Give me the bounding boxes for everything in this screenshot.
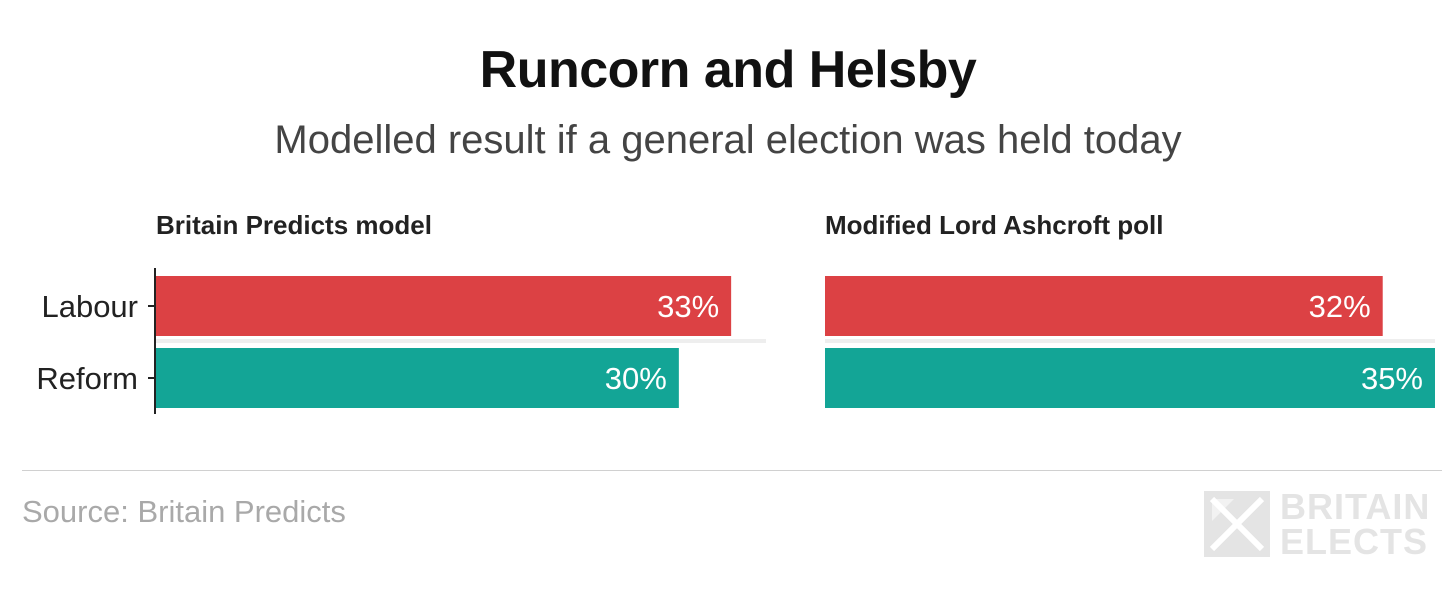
logo-line-2: ELECTS — [1280, 521, 1429, 562]
footer-divider — [22, 470, 1442, 471]
data-label: 30% — [605, 361, 667, 396]
chart-subtitle: Modelled result if a general election wa… — [274, 118, 1182, 162]
category-label: Reform — [36, 361, 138, 396]
source-note: Source: Britain Predicts — [22, 494, 346, 529]
panel-title: Britain Predicts model — [156, 210, 432, 240]
logo-text: BRITAIN ELECTS — [1280, 486, 1431, 562]
bar — [825, 276, 1383, 336]
chart-title: Runcorn and Helsby — [479, 41, 977, 99]
category-label: Labour — [41, 289, 138, 324]
row-separator — [825, 339, 1435, 343]
bar — [156, 276, 732, 336]
bar — [825, 348, 1435, 408]
logo-line-1: BRITAIN — [1280, 486, 1431, 527]
bar — [156, 348, 679, 408]
bar-chart: Labour Reform Britain Predicts model 33% 30%… — [36, 210, 1435, 414]
logo-mark-icon — [1204, 491, 1270, 557]
data-label: 35% — [1361, 361, 1423, 396]
row-separator — [156, 339, 766, 343]
britain-elects-logo: BRITAIN ELECTS — [1204, 489, 1444, 561]
panel-title: Modified Lord Ashcroft poll — [825, 210, 1163, 240]
data-label: 32% — [1309, 289, 1371, 324]
data-label: 33% — [657, 289, 719, 324]
